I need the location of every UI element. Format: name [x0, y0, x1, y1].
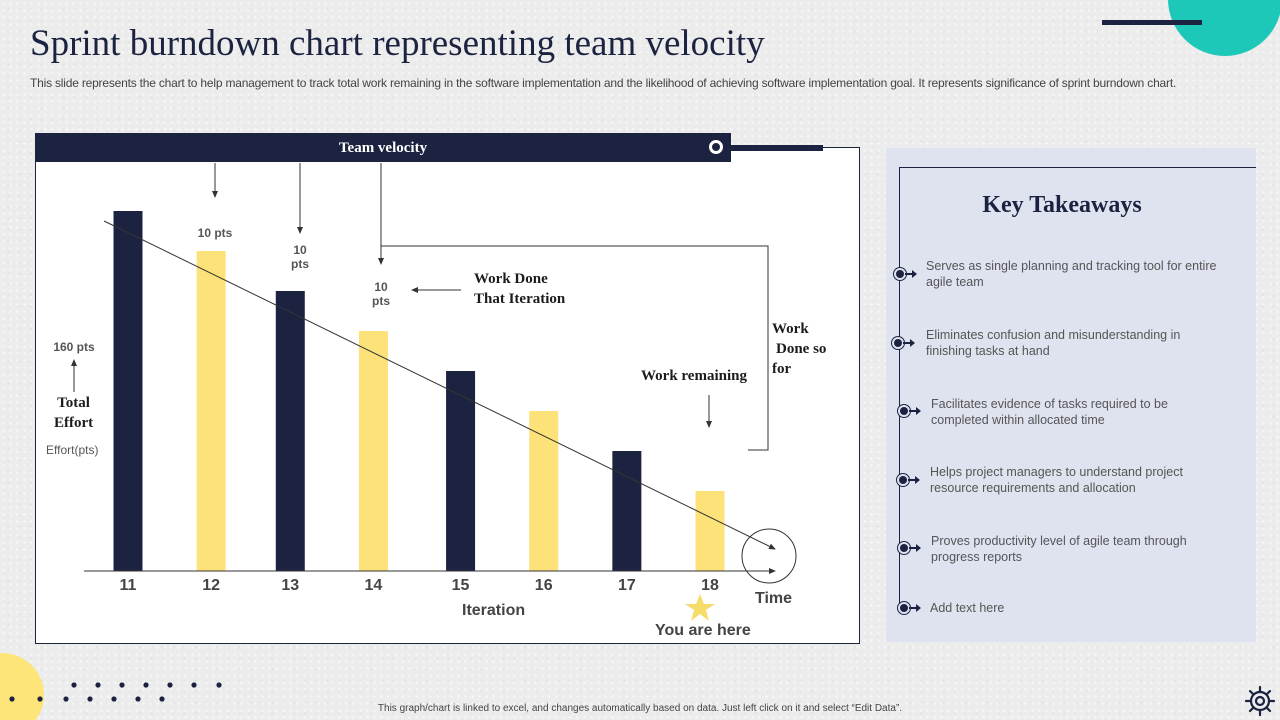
total-pts-label: 160 pts [53, 340, 95, 354]
star-icon [685, 594, 715, 621]
bullet-icon [898, 542, 922, 554]
banner-tail [731, 145, 823, 151]
work-done-that-iteration-label: Work Done That Iteration [474, 271, 566, 307]
work-done-so-far-label: Work Done so for [772, 321, 827, 377]
footer-note: This graph/chart is linked to excel, and… [377, 703, 903, 714]
team-velocity-banner: Team velocity [35, 133, 731, 162]
bullet-icon [897, 474, 921, 486]
x-tick-label: 16 [534, 577, 553, 594]
bar-iteration-11 [113, 211, 143, 571]
burndown-trend-line [103, 220, 776, 550]
key-takeaways-panel [886, 148, 1256, 642]
bar-iteration-17 [612, 451, 642, 571]
x-tick-label: 12 [202, 577, 221, 594]
banner-knob-icon [709, 140, 723, 154]
takeaway-item-2: Eliminates confusion and misunderstandin… [926, 328, 1181, 358]
x-tick-label: 18 [701, 577, 719, 594]
bar-iteration-13 [275, 291, 305, 571]
y-axis-label: Effort(pts) [46, 443, 99, 457]
work-remaining-label: Work remaining [641, 368, 747, 384]
work-done-so-far-bracket [381, 245, 769, 451]
velocity-pts-label-1: 10 pts [197, 226, 233, 240]
time-circle [741, 528, 797, 584]
x-tick-label: 17 [617, 577, 636, 594]
bar-iteration-16 [529, 411, 559, 571]
velocity-pts-label-3: 10 pts [372, 280, 390, 308]
bar-iteration-12 [196, 251, 226, 571]
page-title: Sprint burndown chart representing team … [30, 23, 765, 64]
decorative-bar [1102, 20, 1202, 25]
bullet-icon [892, 337, 916, 349]
takeaway-item-5: Proves productivity level of agile team … [931, 534, 1187, 564]
x-tick-label: 14 [364, 577, 383, 594]
panel-top-line [899, 167, 1256, 168]
bullet-icon [894, 268, 918, 280]
takeaway-item-3: Facilitates evidence of tasks required t… [931, 397, 1168, 427]
gear-icon[interactable] [1244, 685, 1276, 717]
you-are-here-label: You are here [655, 622, 751, 639]
bullet-icon [898, 405, 922, 417]
page-subtitle: This slide represents the chart to help … [30, 76, 1177, 90]
panel-timeline-line [899, 167, 900, 609]
bar-iteration-15 [446, 371, 476, 571]
x-tick-label: 13 [281, 577, 300, 594]
takeaway-item-6[interactable]: Add text here [930, 601, 1005, 615]
x-tick-label: 15 [451, 577, 470, 594]
takeaway-item-4: Helps project managers to understand pro… [930, 465, 1183, 495]
x-tick-label: 11 [119, 577, 137, 594]
takeaway-item-1: Serves as single planning and tracking t… [926, 259, 1217, 289]
decorative-dots [9, 682, 222, 702]
bullet-icon [898, 602, 922, 614]
bar-iteration-18 [695, 491, 725, 571]
x-axis-label: Iteration [462, 602, 526, 619]
total-effort-label: Total Effort [54, 395, 94, 431]
key-takeaways-title: Key Takeaways [982, 192, 1142, 218]
bars-layer [103, 211, 776, 571]
bar-iteration-14 [358, 331, 388, 571]
velocity-pts-label-2: 10 pts [291, 243, 309, 271]
time-label: Time [755, 590, 793, 607]
